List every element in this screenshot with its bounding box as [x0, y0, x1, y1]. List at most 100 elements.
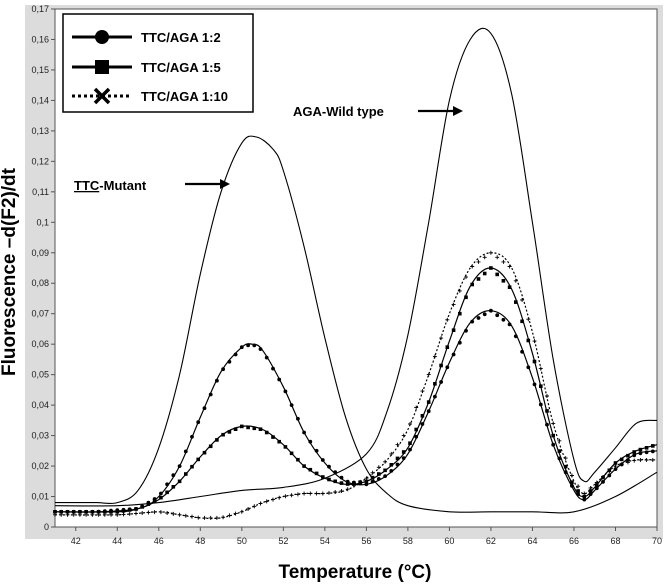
- data-point: [532, 382, 537, 387]
- annotation-mutant-prefix: TTC: [74, 178, 100, 193]
- data-point: [476, 259, 481, 264]
- data-point: [264, 355, 269, 360]
- data-point: [439, 336, 444, 341]
- data-point: [59, 510, 63, 514]
- x-tick-label: 64: [527, 536, 537, 546]
- data-point: [227, 430, 232, 434]
- data-point: [53, 510, 57, 514]
- data-point: [557, 438, 562, 443]
- data-point: [364, 482, 369, 487]
- data-point: [53, 512, 57, 517]
- data-point: [321, 475, 325, 479]
- annotation-mutant-arrow-head: [220, 179, 230, 189]
- data-point: [451, 328, 456, 332]
- data-point: [271, 435, 275, 439]
- data-point: [252, 426, 257, 431]
- data-point: [532, 359, 537, 364]
- data-point: [414, 427, 418, 432]
- data-point: [545, 394, 549, 398]
- data-point: [607, 473, 612, 478]
- y-tick-label: 0,14: [31, 95, 49, 105]
- series-line-ttc-aga-1-2: [54, 310, 658, 513]
- data-point: [482, 271, 487, 276]
- data-point: [650, 449, 655, 454]
- data-point: [320, 458, 325, 462]
- data-point: [314, 491, 319, 496]
- data-point: [607, 469, 612, 474]
- data-point: [551, 433, 555, 438]
- x-tick-label: 70: [652, 536, 662, 546]
- data-point: [495, 272, 499, 277]
- annotation-wildtype-arrow-head: [453, 106, 463, 116]
- data-point: [90, 512, 95, 517]
- data-point: [140, 511, 145, 515]
- y-tick-label: 0,08: [31, 278, 49, 288]
- data-point: [588, 489, 593, 493]
- data-point: [594, 486, 599, 491]
- data-point: [239, 345, 244, 350]
- data-point: [327, 490, 331, 495]
- x-axis-title: Temperature (°C): [279, 562, 432, 583]
- data-point: [233, 511, 238, 516]
- data-point: [489, 266, 493, 270]
- data-point: [78, 510, 82, 514]
- data-point: [370, 475, 375, 480]
- data-point: [513, 334, 518, 339]
- data-point: [482, 255, 487, 260]
- data-point: [501, 317, 506, 322]
- data-point: [594, 480, 599, 485]
- data-point: [408, 441, 412, 445]
- data-point: [277, 377, 282, 382]
- data-point: [221, 515, 226, 520]
- x-tick-label: 42: [71, 536, 81, 546]
- data-point: [539, 384, 543, 388]
- data-point: [445, 365, 450, 370]
- data-point: [277, 495, 282, 500]
- data-point: [526, 365, 531, 370]
- data-point: [252, 504, 257, 509]
- x-tick-label: 60: [444, 536, 454, 546]
- data-point: [538, 366, 543, 371]
- x-tick-label: 58: [403, 536, 413, 546]
- data-point: [601, 480, 605, 484]
- data-point: [538, 402, 543, 407]
- data-point: [84, 512, 89, 517]
- data-point: [383, 468, 387, 473]
- data-point: [376, 477, 381, 481]
- data-point: [140, 505, 144, 509]
- x-tick-label: 62: [486, 536, 496, 546]
- y-axis-ticks: 0 0,01 0,02 0,03 0,04 0,05 0,06 0,07 0,08 0,09 0,1…: [31, 4, 55, 532]
- annotation-mutant-text: -Mutant: [99, 178, 147, 193]
- y-tick-label: 0,06: [31, 339, 49, 349]
- data-point: [377, 472, 381, 476]
- data-point: [190, 464, 194, 469]
- data-point: [383, 459, 388, 464]
- series-aga-wild-type: [54, 27, 658, 507]
- data-point: [302, 464, 306, 468]
- data-point: [470, 282, 474, 287]
- data-point: [408, 422, 412, 426]
- data-point: [520, 319, 524, 324]
- y-tick-label: 0,17: [31, 4, 49, 14]
- data-point: [190, 434, 194, 439]
- data-point: [458, 311, 462, 316]
- data-point: [333, 479, 337, 484]
- data-point: [507, 322, 512, 327]
- data-point: [619, 457, 624, 462]
- y-tick-label: 0,1: [36, 217, 49, 227]
- data-point: [495, 255, 500, 260]
- data-point: [426, 409, 431, 414]
- data-point: [102, 512, 107, 517]
- data-point: [202, 406, 207, 411]
- data-point: [476, 277, 481, 281]
- data-point: [351, 483, 356, 488]
- data-point: [215, 438, 219, 442]
- data-point: [339, 489, 344, 493]
- data-point: [127, 511, 132, 516]
- x-tick-label: 52: [278, 536, 288, 546]
- data-point: [557, 449, 562, 453]
- data-point: [595, 483, 599, 487]
- data-point: [227, 359, 232, 364]
- data-point: [364, 476, 369, 481]
- x-tick-label: 56: [361, 536, 371, 546]
